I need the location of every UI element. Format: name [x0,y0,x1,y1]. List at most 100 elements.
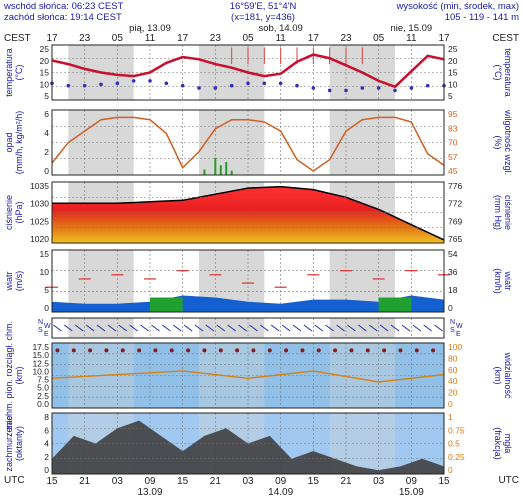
tick-label-left: 6 [44,425,49,435]
tick-label-right: 772 [448,199,462,209]
cloud-top-dot [104,348,109,353]
tick-label-right: 1 [448,412,453,422]
cloud-top-dot [414,348,419,353]
tick-label-left: 2.5 [37,391,49,401]
wind-arrow [216,324,226,332]
wind-arrow [325,324,334,332]
tick-label-left: 1025 [30,216,49,226]
cloud-top-dot [202,348,207,353]
direction-letter-right: N [450,319,455,326]
panel-border [51,342,445,409]
bottom-hour-label: 09 [275,476,287,487]
tick-label-right: 0.25 [448,452,465,462]
cloud-top-dot [88,348,93,353]
side-label-left: opad [4,132,14,152]
cloud-top-dot [218,348,223,353]
top-hour-label: 11 [275,33,286,44]
direction-letter-right: E [456,331,461,338]
tick-label-left: 1020 [30,234,49,244]
side-label-left: zachmurzenie [4,415,14,471]
bottom-hour-label: 03 [112,476,124,487]
cloud-top-dot [153,348,158,353]
tick-label-left: 15 [40,249,50,259]
cloud-top-dot [316,348,321,353]
tick-label-right: 60 [448,365,458,375]
tick-label-right: 57 [448,152,458,162]
side-unit-right: (frakcja) [493,427,503,460]
side-label-right: ciśnienie [503,195,513,230]
panels: 2520151052520151056420958370574510351030… [30,44,465,475]
tick-label-left: 2 [44,147,49,157]
bottom-date-label: 15.09 [399,487,424,498]
wind-arrow [260,324,269,332]
tick-label-right: 0 [448,303,453,313]
panel-press: 1035 1030 1025 1020 776 772 769 765 [30,181,462,244]
bottom-hour-label: 15 [438,476,450,487]
wind-arrow [183,324,193,332]
dewpoint-point [115,81,120,86]
tick-label-right: 20 [448,388,458,398]
tick-label-left: 0 [44,166,49,176]
direction-letter-right: S [450,327,455,334]
tick-label-left: 12.5 [32,358,49,368]
bottom-hour-labels: 15 21 03 09 15 21 03 09 15 21 03 09 15 [46,476,450,487]
wind-arrow [423,324,432,332]
cloud-top-dot [333,348,338,353]
cloud-top-dot [382,348,387,353]
bottom-hour-label: 15 [46,476,58,487]
panel-border [51,412,445,475]
wind-arrow [314,324,324,332]
cloud-top-dot [169,348,174,353]
top-hour-label: 17 [438,33,450,44]
tick-label-left: 10.0 [32,366,49,376]
bottom-hour-label: 21 [340,476,352,487]
direction-letter-right: W [456,323,463,330]
tick-label-left: 5 [44,285,49,295]
panel-cloud: 8 6 4 2 0 1 0.75 0.5 0.25 0 [44,412,465,475]
tick-label-right: 0.5 [448,439,460,449]
tick-label-right: 45 [448,166,458,176]
wind-arrow [227,324,236,332]
tick-label-right: 95 [448,109,458,119]
panel-border [51,181,445,244]
precip-bar [219,165,222,175]
precip-bar [230,170,233,175]
tick-label-left: 10 [40,79,50,89]
wind-arrow [270,324,280,332]
tick-label-left: 6 [44,109,49,119]
dewpoint-point [311,86,316,90]
side-unit-right: (km) [493,367,503,385]
bottom-hour-label: 15 [308,476,320,487]
dewpoint-point [148,79,152,83]
cloud-top-dot [267,348,272,353]
bottom-hour-label: 15 [177,476,189,487]
side-unit-right: (%) [493,136,503,150]
bottom-date-label: 14.09 [268,487,293,498]
wind-arrow [96,324,106,332]
tick-label-right: 54 [448,249,458,259]
top-hour-label: 23 [79,33,91,44]
dewpoint-point [409,86,414,90]
top-axis-tz-right: CEST [492,33,519,44]
side-label-right: mgła [503,434,513,454]
cloud-top-dot [235,348,240,353]
side-label-right: temperatura [503,48,513,97]
top-hour-label: 17 [308,33,320,44]
tick-label-left: 15.0 [32,350,49,360]
top-hour-label: 11 [145,33,156,44]
bottom-hour-label: 21 [79,476,91,487]
dewpoint-point [360,86,365,90]
dewpoint-point [295,83,299,88]
side-label-left: ciśnienie [4,195,14,230]
panel-border [51,44,445,101]
side-label-right: wiatr [503,270,513,290]
tick-label-left: 17.5 [32,342,49,352]
tick-label-left: 4 [44,439,49,449]
side-unit-left: (°C) [14,64,24,80]
precip-bar [214,157,217,175]
top-hour-label: 17 [177,33,189,44]
pressure-area [52,186,444,243]
tick-label-right: 5 [448,91,453,101]
side-unit-left: (oktanty) [14,426,24,461]
